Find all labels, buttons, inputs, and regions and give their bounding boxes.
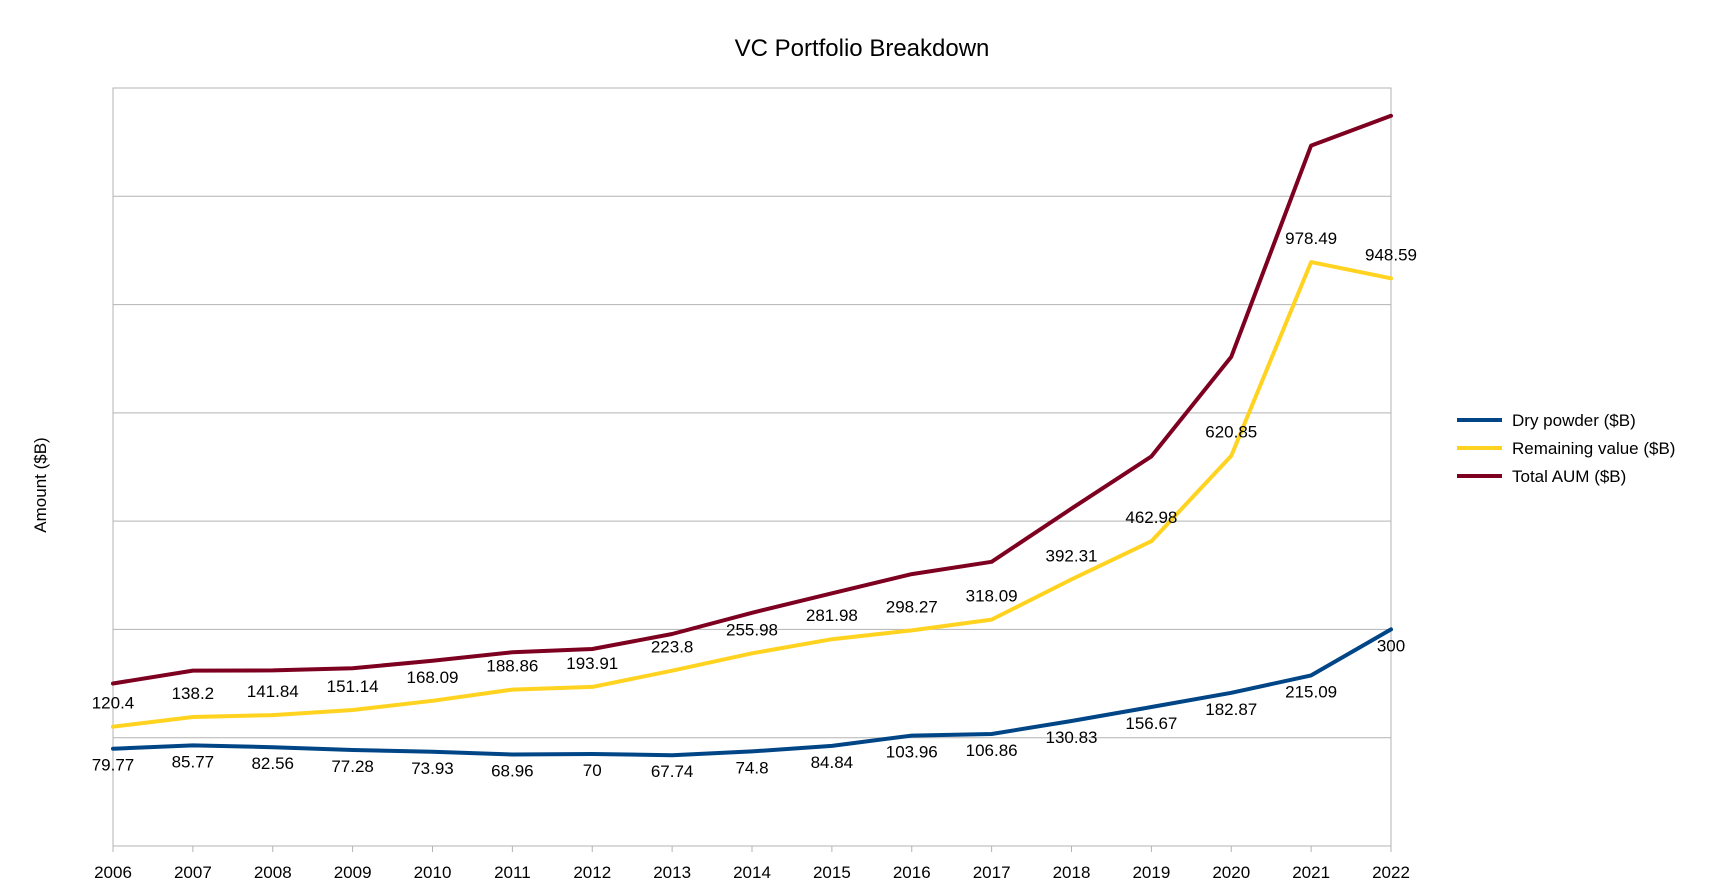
data-label: 300 [1377, 636, 1405, 655]
chart-title: VC Portfolio Breakdown [735, 35, 990, 62]
x-tick-label: 2020 [1212, 863, 1250, 882]
data-label: 182.87 [1205, 700, 1257, 719]
series-line-2 [111, 260, 1393, 729]
data-label: 70 [583, 761, 602, 780]
legend: Dry powder ($B) Remaining value ($B) Total… [1457, 411, 1675, 486]
data-label: 73.93 [411, 759, 454, 778]
data-label: 106.86 [966, 741, 1018, 760]
data-label: 318.09 [966, 587, 1018, 606]
x-tick-label: 2011 [494, 863, 531, 882]
data-label: 74.8 [735, 758, 768, 777]
x-tick-label: 2006 [94, 863, 132, 882]
x-tick-label: 2021 [1292, 863, 1330, 882]
x-tick-label: 2022 [1372, 863, 1410, 882]
data-label: 948.59 [1365, 245, 1417, 264]
data-label: 281.98 [806, 606, 858, 625]
data-label: 193.91 [566, 654, 618, 673]
data-label: 392.31 [1046, 546, 1098, 565]
data-label: 255.98 [726, 620, 778, 639]
data-label: 85.77 [172, 752, 215, 771]
data-label: 79.77 [92, 756, 135, 775]
data-label: 462.98 [1125, 508, 1177, 527]
data-label: 138.2 [172, 684, 215, 703]
plot-area: 2006 2007 2008 2009 2010 2011 2012 2013 2014 2015… [92, 87, 1417, 882]
x-tick-label: 2008 [254, 863, 292, 882]
data-label: 68.96 [491, 762, 534, 781]
data-label: 298.27 [886, 597, 938, 616]
x-tick-label: 2010 [414, 863, 452, 882]
legend-label: Total AUM ($B) [1512, 467, 1626, 486]
data-label: 215.09 [1285, 682, 1337, 701]
data-label: 130.83 [1046, 728, 1098, 747]
data-label: 84.84 [811, 753, 854, 772]
data-label: 67.74 [651, 762, 694, 781]
data-label: 978.49 [1285, 229, 1337, 248]
data-label: 120.4 [92, 694, 135, 713]
y-axis-title: Amount ($B) [31, 437, 50, 532]
x-tick-label: 2014 [733, 863, 771, 882]
data-label: 103.96 [886, 743, 938, 762]
data-label: 168.09 [407, 668, 459, 687]
data-label: 188.86 [486, 657, 538, 676]
x-tick-label: 2013 [653, 863, 691, 882]
legend-label: Remaining value ($B) [1512, 439, 1675, 458]
x-tick-label: 2018 [1053, 863, 1091, 882]
series-line-3 [111, 113, 1393, 686]
data-label: 223.8 [651, 638, 694, 657]
legend-label: Dry powder ($B) [1512, 411, 1636, 430]
data-label: 141.84 [247, 682, 299, 701]
x-tick-label: 2015 [813, 863, 851, 882]
data-label: 620.85 [1205, 423, 1257, 442]
data-label: 77.28 [331, 757, 374, 776]
x-tick-label: 2019 [1132, 863, 1170, 882]
data-label: 156.67 [1125, 714, 1177, 733]
x-tick-label: 2017 [973, 863, 1011, 882]
x-tick-label: 2009 [334, 863, 372, 882]
x-tick-label: 2007 [174, 863, 212, 882]
data-label: 151.14 [327, 677, 379, 696]
data-label: 82.56 [251, 754, 294, 773]
x-tick-label: 2012 [573, 863, 611, 882]
series-line-1 [111, 627, 1393, 758]
plot-frame [112, 87, 1392, 847]
x-tick-label: 2016 [893, 863, 931, 882]
